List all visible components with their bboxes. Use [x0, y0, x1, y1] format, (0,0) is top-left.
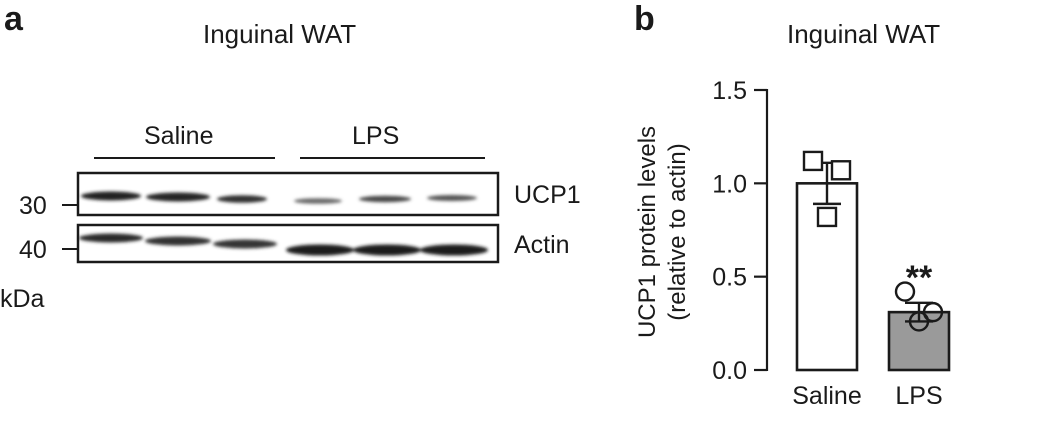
data-point-circle — [908, 311, 930, 332]
actin-band — [353, 244, 421, 256]
significance-markers: ** — [906, 259, 933, 297]
y-axis-ticks: 0.0 0.5 1.0 1.5 — [712, 77, 767, 385]
x-axis-labels: Saline LPS — [792, 382, 942, 410]
panel-a-title: Inguinal WAT — [203, 19, 357, 49]
panel-a-letter: a — [4, 0, 23, 38]
mw-marker-30: 30 — [19, 192, 47, 220]
y-axis-title: UCP1 protein levels (relative to actin) — [634, 126, 691, 338]
data-points — [802, 150, 944, 332]
y-axis-label: UCP1 protein levels — [634, 126, 661, 338]
actin-band — [79, 233, 143, 243]
panel-b-letter: b — [634, 0, 655, 38]
western-blot — [62, 157, 500, 264]
blot-label-actin: Actin — [514, 231, 570, 259]
ucp1-band — [359, 195, 411, 203]
ucp1-band — [81, 191, 141, 201]
data-point-circle — [922, 301, 944, 323]
mw-marker-40: 40 — [19, 236, 47, 264]
actin-band — [145, 236, 211, 246]
actin-blot — [76, 223, 500, 264]
data-point-square — [816, 206, 838, 228]
data-point-square — [802, 150, 824, 172]
actin-band — [420, 244, 488, 256]
ucp1-blot — [76, 171, 500, 217]
bar-chart: UCP1 protein levels (relative to actin) … — [634, 77, 951, 410]
bar-lps — [887, 310, 951, 372]
data-point-square — [830, 160, 852, 181]
ucp1-band — [294, 198, 342, 204]
y-tick-label: 0.0 — [712, 357, 747, 385]
ucp1-band — [427, 195, 477, 201]
mw-unit-label: kDa — [0, 285, 45, 313]
y-tick-label: 1.5 — [712, 77, 747, 105]
y-tick-label: 0.5 — [712, 264, 747, 292]
bars — [795, 182, 951, 372]
x-tick-label: Saline — [792, 382, 862, 410]
y-axis-sublabel: (relative to actin) — [664, 143, 691, 320]
panel-b-title: Inguinal WAT — [787, 19, 941, 49]
blot-label-ucp1: UCP1 — [514, 181, 581, 209]
significance-marker: ** — [906, 259, 933, 297]
group-label-lps: LPS — [352, 122, 400, 150]
group-label-saline: Saline — [144, 122, 214, 150]
actin-band — [286, 244, 354, 256]
x-tick-label: LPS — [895, 382, 942, 410]
actin-band — [213, 239, 277, 249]
ucp1-band — [217, 195, 267, 203]
data-point-circle — [894, 281, 916, 302]
y-tick-label: 1.0 — [712, 170, 747, 198]
ucp1-band — [146, 192, 210, 202]
